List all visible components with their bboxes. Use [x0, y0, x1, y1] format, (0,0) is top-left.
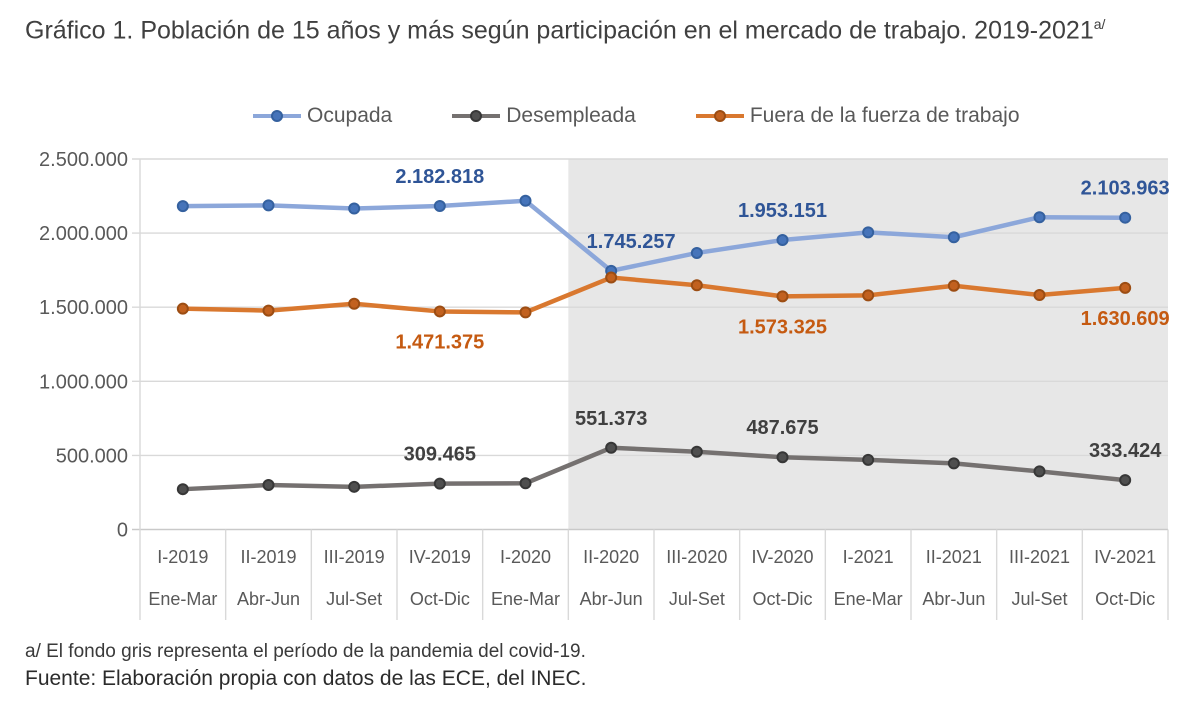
data-label: 2.103.963	[1081, 178, 1170, 200]
data-label: 1.471.375	[395, 331, 484, 353]
data-point-marker	[519, 194, 532, 207]
y-axis-tick-label: 1.500.000	[39, 297, 128, 319]
title-footnote-marker: a/	[1093, 16, 1106, 32]
data-label: 1.953.151	[738, 200, 827, 222]
data-label: 333.424	[1089, 440, 1162, 462]
data-point-marker	[605, 441, 618, 454]
x-axis-period-label: Jul-Set	[1011, 589, 1067, 609]
data-label: 309.465	[404, 444, 476, 466]
x-axis-period-label: Oct-Dic	[753, 589, 813, 609]
legend-label-fuera-fuerza-trabajo: Fuera de la fuerza de trabajo	[749, 104, 1020, 127]
data-label: 1.745.257	[587, 231, 676, 253]
x-axis-period-label: Oct-Dic	[410, 589, 470, 609]
x-axis-quarter-label: IV-2021	[1094, 547, 1156, 567]
y-axis-tick-label: 2.000.000	[39, 223, 128, 245]
x-axis-period-label: Oct-Dic	[1095, 589, 1155, 609]
y-axis-tick-label: 1.000.000	[39, 371, 128, 393]
data-point-marker	[262, 304, 275, 317]
data-point-marker	[862, 289, 875, 302]
data-point-marker	[605, 271, 618, 284]
chart-title-text: Gráfico 1. Población de 15 años y más se…	[25, 16, 1094, 45]
x-axis-quarter-label: I-2020	[500, 547, 551, 567]
data-point-marker	[262, 199, 275, 212]
x-axis-quarter-label: IV-2019	[409, 547, 471, 567]
x-axis-period-label: Abr-Jun	[237, 589, 300, 609]
x-axis-quarter-label: II-2021	[926, 547, 982, 567]
data-point-marker	[1119, 211, 1132, 224]
data-point-marker	[348, 297, 361, 310]
y-axis-tick-label: 2.500.000	[39, 149, 128, 171]
data-point-marker	[519, 477, 532, 490]
x-axis-quarter-label: III-2021	[1009, 547, 1070, 567]
y-axis-tick-label: 0	[117, 520, 128, 542]
legend-label-desempleada: Desempleada	[506, 104, 636, 127]
data-point-marker	[776, 451, 789, 464]
footnote-pandemic-note: a/ El fondo gris representa el período d…	[25, 641, 586, 662]
data-point-marker	[690, 445, 703, 458]
data-label: 2.182.818	[395, 166, 484, 188]
x-axis-quarter-label: II-2020	[583, 547, 639, 567]
data-point-marker	[176, 200, 189, 213]
chart-footnotes: a/ El fondo gris representa el período d…	[25, 639, 586, 693]
chart-legend: Ocupada Desempleada Fuera de la fuerza d…	[253, 104, 1020, 128]
series-line-desempleada	[180, 445, 1128, 492]
footnote-source: Fuente: Elaboración propia con datos de …	[25, 667, 587, 690]
x-axis-quarter-label: III-2020	[666, 547, 727, 567]
x-axis-quarter-label: I-2021	[843, 547, 894, 567]
data-point-marker	[262, 479, 275, 492]
data-point-marker	[176, 302, 189, 315]
data-point-marker	[433, 200, 446, 213]
x-axis-period-label: Jul-Set	[669, 589, 725, 609]
x-axis-period-label: Jul-Set	[326, 589, 382, 609]
data-point-marker	[862, 453, 875, 466]
data-label: 551.373	[575, 408, 647, 430]
data-point-marker	[176, 483, 189, 496]
x-axis-quarter-label: IV-2020	[751, 547, 813, 567]
pandemic-shading-region	[568, 159, 1168, 530]
data-point-marker	[1119, 474, 1132, 487]
data-point-marker	[776, 234, 789, 247]
x-axis-quarter-label: III-2019	[324, 547, 385, 567]
data-point-marker	[348, 480, 361, 493]
data-point-marker	[690, 279, 703, 292]
data-label: 1.573.325	[738, 316, 827, 338]
data-point-marker	[1119, 281, 1132, 294]
x-axis-quarter-label: II-2019	[240, 547, 296, 567]
x-axis-period-label: Ene-Mar	[491, 589, 560, 609]
legend-line-marker-icon	[695, 110, 744, 122]
data-point-marker	[348, 202, 361, 215]
y-axis-tick-label: 500.000	[56, 445, 128, 467]
series-line-ocupada	[180, 198, 1128, 274]
legend-item-desempleada: Desempleada	[452, 104, 636, 128]
data-point-marker	[1033, 289, 1046, 302]
chart-title: Gráfico 1. Población de 15 años y más se…	[25, 16, 1105, 45]
data-label: 487.675	[746, 417, 818, 439]
x-axis-period-label: Ene-Mar	[834, 589, 903, 609]
series-line-fuera-de-la-fuerza-de-trabajo	[180, 275, 1128, 315]
data-point-marker	[433, 305, 446, 318]
legend-item-ocupada: Ocupada	[253, 104, 392, 128]
x-axis-quarter-label: I-2019	[157, 547, 208, 567]
data-point-marker	[1033, 211, 1046, 224]
data-point-marker	[519, 306, 532, 319]
data-point-marker	[862, 226, 875, 239]
data-label: 1.630.609	[1081, 308, 1170, 330]
data-point-marker	[947, 457, 960, 470]
legend-label-ocupada: Ocupada	[307, 104, 393, 127]
legend-item-fuera-fuerza-trabajo: Fuera de la fuerza de trabajo	[695, 104, 1020, 128]
x-axis-period-label: Abr-Jun	[922, 589, 985, 609]
line-chart-plot: 2.500.000 2.000.000 1.500.000 1.000.000 500.…	[39, 149, 1170, 620]
data-point-marker	[947, 279, 960, 292]
x-axis-period-label: Abr-Jun	[580, 589, 643, 609]
data-point-marker	[1033, 465, 1046, 478]
legend-line-marker-icon	[253, 110, 301, 122]
data-point-marker	[690, 246, 703, 259]
legend-line-marker-icon	[452, 110, 501, 122]
x-axis-period-label: Ene-Mar	[148, 589, 217, 609]
data-point-marker	[947, 231, 960, 244]
data-point-marker	[776, 290, 789, 303]
data-point-marker	[433, 477, 446, 490]
